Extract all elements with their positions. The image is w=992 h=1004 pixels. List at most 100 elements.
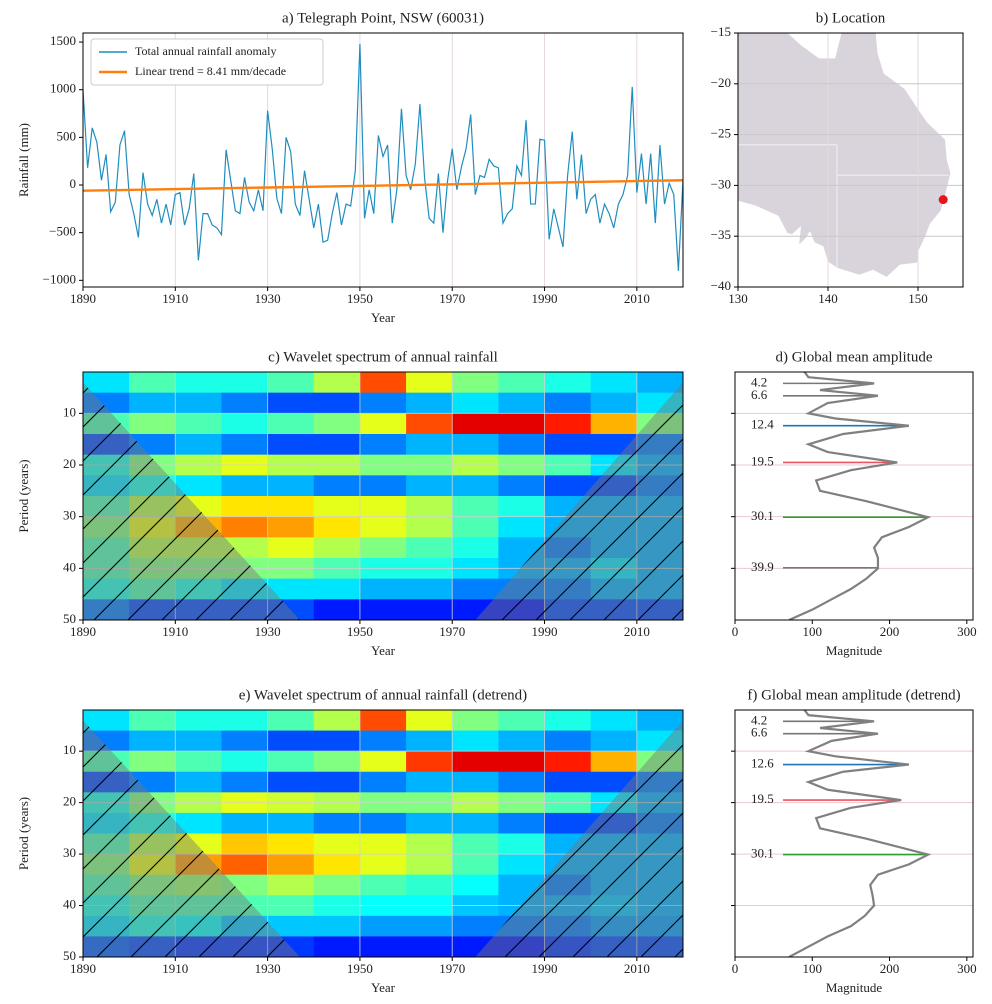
heat-cell [406,372,453,394]
heat-cell [313,475,361,497]
heat-cell [359,475,407,497]
x-tick-label: 130 [728,291,748,306]
heat-cell [221,372,269,394]
heat-cell [406,915,453,937]
heat-cell [313,710,361,732]
y-tick-label: −30 [711,176,731,191]
x-tick-label: 1930 [255,961,281,976]
heat-cell [498,812,546,834]
state-border [738,144,949,268]
x-tick-label: 300 [957,624,977,639]
y-tick-label: 500 [57,128,77,143]
x-tick-label: 1990 [532,961,558,976]
heat-cell [544,372,592,394]
y-tick-label: 50 [63,948,76,963]
heat-cell [406,874,453,896]
heat-cell [359,496,407,518]
heat-cell [498,434,546,456]
legend-label: Total annual rainfall anomaly [135,44,276,58]
heat-cell [221,475,269,497]
heat-cell [313,730,361,752]
heat-cell [359,516,407,538]
heat-cell [175,812,222,834]
x-tick-label: 2010 [624,291,650,306]
x-axis-label: Year [371,980,396,995]
heat-cell [406,413,453,435]
y-axis-label: Period (years) [16,797,31,870]
x-tick-label: 300 [957,961,977,976]
heat-cell [313,413,361,435]
heat-cell [406,730,453,752]
heat-cell [452,537,499,559]
y-tick-label: 40 [63,897,76,912]
plot-area [735,372,973,620]
x-tick-label: 1930 [255,624,281,639]
y-tick-label: −25 [711,126,731,141]
heat-cell [452,496,499,518]
y-tick-label: 1500 [50,33,76,48]
heat-cell [267,833,315,855]
axes-frame [82,32,684,288]
heat-cell [636,372,683,394]
heat-cell [452,516,499,538]
heat-cell [267,812,315,834]
x-tick-label: 1970 [439,624,465,639]
heat-cell [313,496,361,518]
heat-cell [313,771,361,793]
heat-cell [406,710,453,732]
panel-title: f) Global mean amplitude (detrend) [747,687,960,703]
heat-cell [359,537,407,559]
heat-cell [313,537,361,559]
y-tick-label: −500 [49,224,76,239]
heat-cell [221,812,269,834]
heat-cell [267,751,315,773]
x-tick-label: 1950 [347,624,373,639]
heat-cell [452,710,499,732]
heat-cell [359,874,407,896]
heat-cell [590,413,638,435]
x-tick-label: 1950 [347,961,373,976]
heat-cell [267,372,315,394]
legend-label: Linear trend = 8.41 mm/decade [135,64,286,78]
heat-cell [359,854,407,876]
peak-label: 19.5 [751,791,774,806]
y-tick-label: 30 [63,845,76,860]
panel-title: a) Telegraph Point, NSW (60031) [282,10,484,26]
heat-cell [590,730,638,752]
heat-cell [313,874,361,896]
heat-cell [452,730,499,752]
x-axis-label: Year [371,310,396,325]
plot-area [735,710,973,957]
heat-cell [544,730,592,752]
heat-cell [267,434,315,456]
x-tick-label: 1910 [162,291,188,306]
axes-frame [734,709,974,958]
heat-cell [452,392,499,414]
heat-cell [498,392,546,414]
heat-cell [406,751,453,773]
x-tick-label: 200 [880,624,900,639]
heat-cell [406,578,453,600]
heat-cell [129,730,176,752]
peak-label: 6.6 [751,725,768,740]
heat-cell [313,516,361,538]
heat-cell [498,771,546,793]
heat-cell [498,475,546,497]
peak-label: 12.4 [751,417,774,432]
heat-cell [221,434,269,456]
peak-label: 6.6 [751,387,768,402]
heat-cell [452,854,499,876]
y-tick-label: −20 [711,75,731,90]
heat-cell [406,812,453,834]
heat-cell [452,578,499,600]
land [738,33,951,277]
x-tick-label: 0 [732,961,739,976]
heat-cell [636,710,683,732]
peak-label: 30.1 [751,846,774,861]
heat-cell [267,771,315,793]
heat-cell [221,516,269,538]
heat-cell [452,812,499,834]
heat-cell [129,413,176,435]
heat-cell [359,372,407,394]
panel-title: c) Wavelet spectrum of annual rainfall [268,349,498,365]
